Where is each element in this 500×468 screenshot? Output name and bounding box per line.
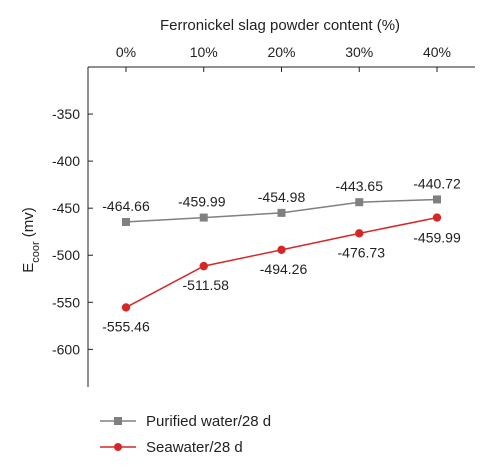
data-label: -511.58 (183, 277, 230, 293)
y-axis-title-main: E (20, 263, 37, 273)
x-tick-label: 0% (116, 44, 136, 60)
data-label: -464.66 (102, 198, 150, 214)
legend: Purified water/28 d Seawater/28 d (100, 413, 271, 456)
data-point (199, 213, 208, 222)
y-tick-label: -500 (52, 247, 80, 263)
y-tick-label: -350 (52, 106, 80, 122)
y-axis-title-unit: (mv) (20, 207, 37, 241)
y-tick-label: -450 (52, 200, 80, 216)
x-tick-label: 30% (345, 44, 373, 60)
x-tick-label: 40% (423, 44, 451, 60)
chart-marks: 0% 10% 20% 30% 40% -350 -400 -450 -500 -550 -600 -4… (52, 44, 461, 357)
data-point (355, 198, 364, 207)
legend-marker (114, 417, 122, 425)
data-label: -440.72 (413, 175, 461, 191)
y-tick-label: -400 (52, 153, 80, 169)
data-point (277, 208, 286, 217)
data-label: -459.99 (413, 230, 461, 246)
data-label: -494.26 (260, 261, 308, 277)
data-label: -443.65 (336, 178, 384, 194)
data-point (432, 213, 442, 222)
data-label: -476.73 (338, 244, 386, 260)
x-tick-label: 10% (190, 44, 218, 60)
data-point (277, 245, 286, 255)
data-label: -459.99 (178, 194, 226, 210)
data-label: -555.46 (102, 318, 150, 334)
y-axis-title-sub: coor (30, 241, 42, 263)
y-tick-label: -600 (52, 341, 80, 357)
data-point (355, 229, 364, 238)
data-point (121, 303, 131, 312)
x-axis-title: Ferronickel slag powder content (%) (160, 17, 400, 34)
legend-marker (114, 443, 122, 451)
legend-label: Seawater/28 d (146, 439, 243, 456)
data-point (433, 195, 441, 204)
y-tick-label: -550 (52, 294, 80, 310)
y-axis-title: Ecoor (mv) (20, 207, 42, 273)
data-label: -454.98 (258, 189, 306, 205)
x-tick-label: 20% (267, 44, 295, 60)
data-point (199, 261, 208, 271)
data-point (122, 217, 130, 226)
legend-label: Purified water/28 d (146, 413, 271, 430)
